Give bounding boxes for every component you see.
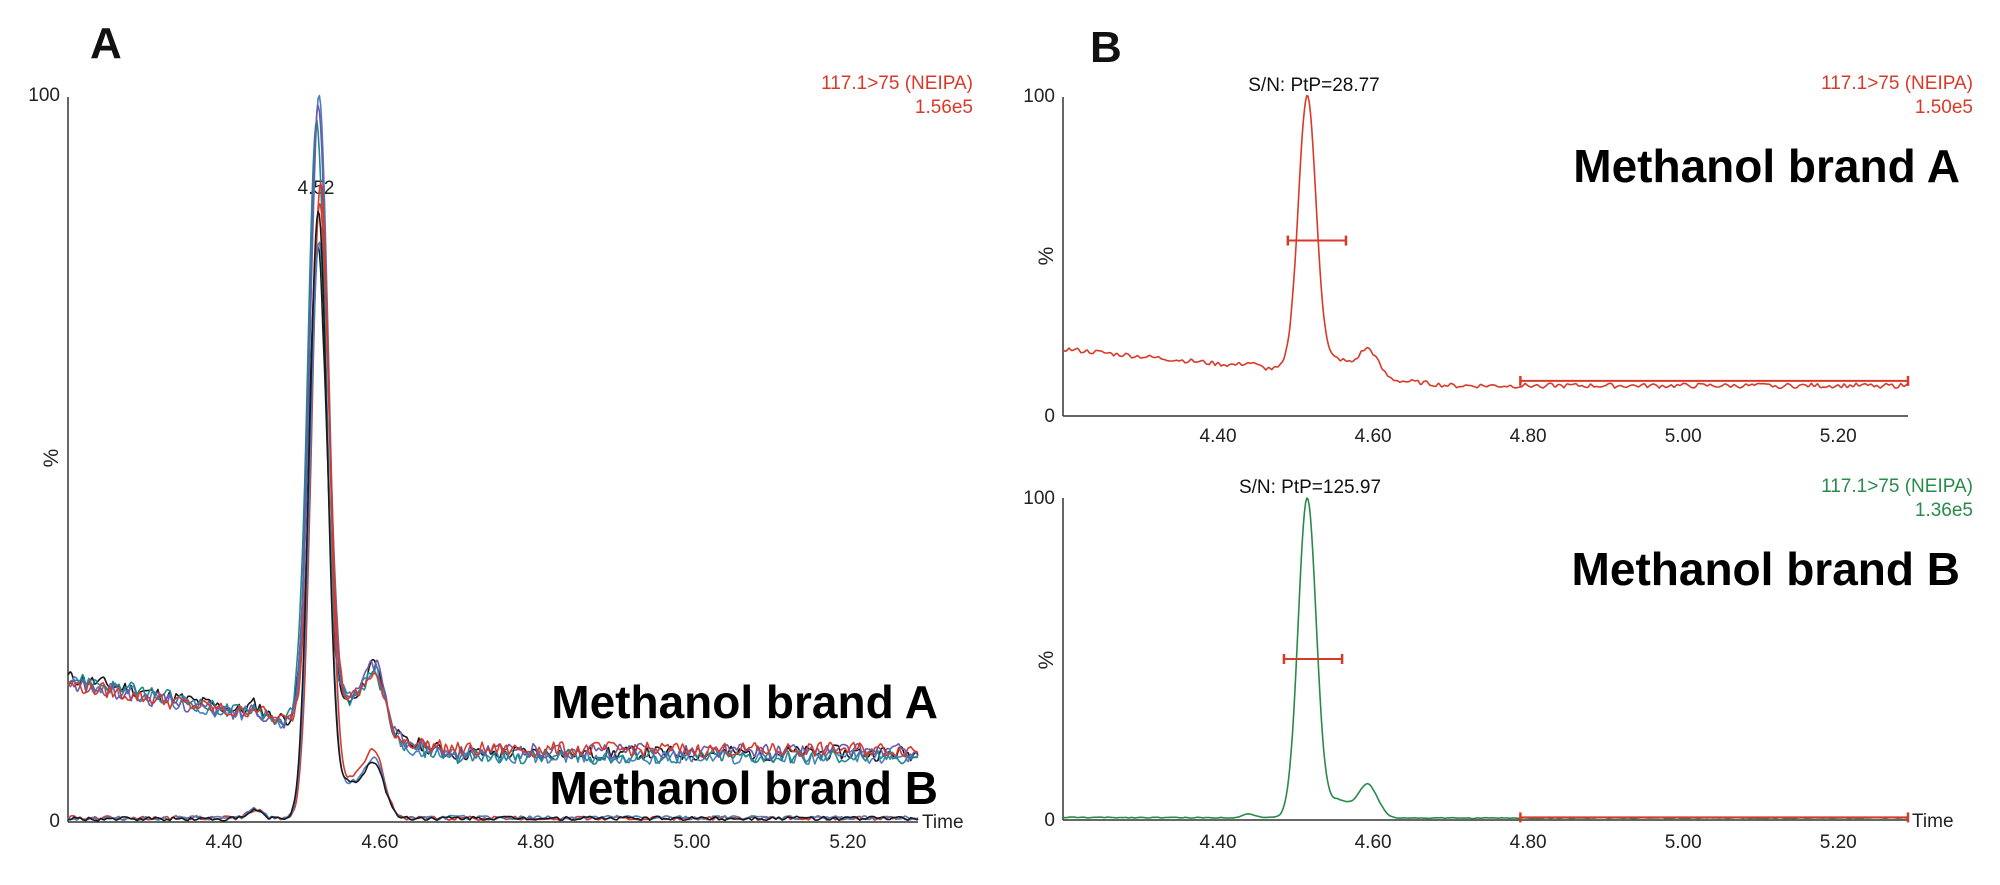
panel-a-peak-label: 4.52 [298,178,335,199]
panel-b-top-x-tick: 5.20 [1820,426,1857,447]
panel-a-intensity: 1.56e5 [915,97,973,118]
panel-b-top-intensity: 1.50e5 [1915,97,1973,118]
panel-a-trace-brand-a-5 [67,203,919,758]
panel-a-trace-brand-a-3 [67,119,919,765]
panel-b-top-signal-to-noise: S/N: PtP=28.77 [1248,75,1380,96]
panel-b-bottom-x-tick: 4.60 [1355,832,1392,853]
panel-b-bottom-signal-to-noise: S/N: PtP=125.97 [1239,477,1381,498]
panel-b-top-channel: 117.1>75 (NEIPA) [1821,73,1973,94]
panel-b-top-x-tick: 4.60 [1355,426,1392,447]
panel-b-top-y-tick-0: 0 [1044,406,1055,427]
panel-b-bottom-trace [1062,497,1909,820]
panel-b-top: B 100 0 % 4.40 4.60 4.80 5.00 5.20 S/N: … [1023,23,1973,447]
panel-a-trace-brand-a-2 [67,94,919,765]
panel-b-bottom-x-tick: 4.80 [1510,832,1547,853]
panel-a-channel: 117.1>75 (NEIPA) [821,73,973,94]
panel-b-top-x-tick: 5.00 [1665,426,1702,447]
panel-b-top-traces [1062,94,1910,389]
panel-a-x-tick: 4.40 [205,832,242,853]
panel-b-top-trace [1062,94,1909,389]
panel-b-top-x-tick: 4.80 [1510,426,1547,447]
panel-a: A 100 0 % 4.40 4.60 4.80 5.00 5.20 Time … [28,19,973,853]
panel-b-bottom-channel: 117.1>75 (NEIPA) [1821,476,1973,497]
panel-a-y-label: % [40,449,63,468]
panel-b-bottom-y-tick-0: 0 [1044,810,1055,831]
panel-a-y-tick-0: 0 [49,811,60,832]
panel-a-trace-brand-a-4 [67,104,919,760]
panel-a-x-tick: 5.00 [673,832,710,853]
panel-b-bottom-annotation: Methanol brand B [1572,543,1960,595]
panel-a-x-tick: 5.20 [829,832,866,853]
panel-b-top-y-label: % [1035,247,1058,266]
panel-a-y-tick-100: 100 [28,85,60,106]
panel-a-annotation-brand-b: Methanol brand B [550,762,938,814]
panel-b-bottom-x-label: Time [1912,811,1954,832]
panel-a-traces [67,94,919,822]
panel-b-bottom: 100 0 % 4.40 4.60 4.80 5.00 5.20 Time S/… [1023,476,1973,853]
panel-b-bottom-y-label: % [1035,651,1058,670]
panel-b-bottom-y-tick-100: 100 [1023,488,1055,509]
panel-b-bottom-traces [1062,497,1910,823]
panel-b-letter: B [1090,23,1122,72]
panel-a-letter: A [90,19,122,68]
panel-b-bottom-intensity: 1.36e5 [1915,500,1973,521]
panel-a-trace-brand-b-7 [67,241,919,822]
panel-a-x-tick: 4.80 [517,832,554,853]
panel-b-bottom-x-tick: 5.00 [1665,832,1702,853]
panel-b-top-x-tick: 4.40 [1200,426,1237,447]
panel-a-x-tick: 4.60 [361,832,398,853]
panel-a-trace-brand-b-8 [68,210,919,822]
panel-b-bottom-x-tick: 4.40 [1200,832,1237,853]
panel-a-x-label: Time [922,812,964,833]
panel-a-trace-brand-a-1 [67,246,919,762]
panel-b-top-annotation: Methanol brand A [1573,140,1960,192]
panel-b-bottom-x-tick: 5.20 [1820,832,1857,853]
panel-a-annotation-brand-a: Methanol brand A [551,676,938,728]
panel-b-top-y-tick-100: 100 [1023,86,1055,107]
